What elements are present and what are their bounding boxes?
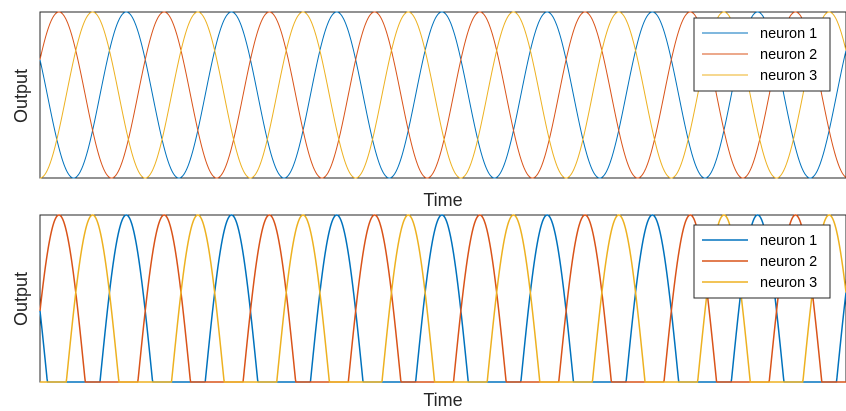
legend-label: neuron 1 [760,233,817,249]
y-axis-label: Output [11,69,31,123]
legend-label: neuron 3 [760,68,817,84]
top-panel: Time Output neuron 1 neuron 2 neuron 3 [11,11,846,210]
legend-label: neuron 2 [760,47,817,63]
legend: neuron 1 neuron 2 neuron 3 [693,224,831,299]
y-axis-label: Output [11,272,31,326]
legend: neuron 1 neuron 2 neuron 3 [693,17,831,92]
legend-label: neuron 2 [760,254,817,270]
series-line-neuron-1 [39,214,846,383]
legend-label: neuron 1 [760,26,817,42]
legend-box [693,17,831,92]
bottom-panel: Time Output neuron 1 neuron 2 neuron 3 [11,214,846,410]
legend-label: neuron 3 [760,275,817,291]
x-axis-label: Time [423,390,462,410]
x-axis-label: Time [423,190,462,210]
series-line-neuron-1 [39,11,846,179]
